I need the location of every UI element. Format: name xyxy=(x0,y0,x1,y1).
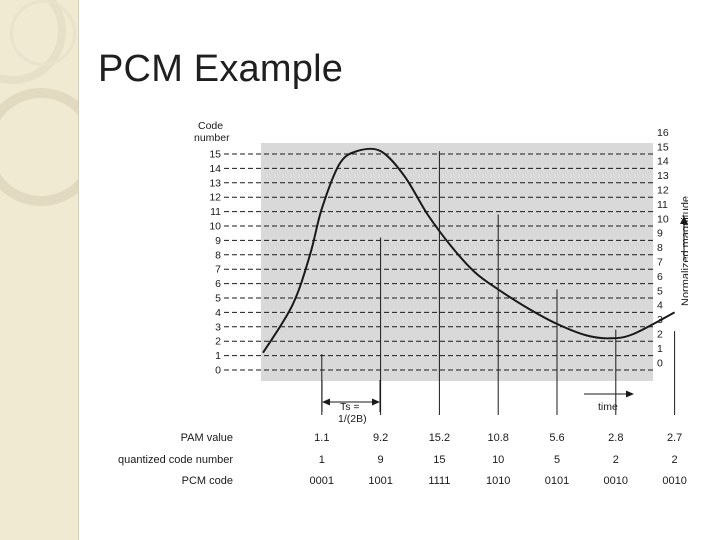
quantized-code-cell: 1 xyxy=(319,454,325,466)
pcm-code-cell: 0001 xyxy=(310,475,334,487)
right-tick-label: 1 xyxy=(657,343,663,355)
right-tick-label: 11 xyxy=(657,199,668,211)
right-tick-label: 16 xyxy=(657,127,669,139)
left-tick-label: 1 xyxy=(215,350,221,362)
left-tick-label: 9 xyxy=(215,235,221,247)
sample-table: PAM value quantized code number PCM code… xyxy=(118,432,687,487)
left-tick-label: 3 xyxy=(215,321,221,333)
right-tick-label: 2 xyxy=(657,329,663,341)
left-tick-label: 13 xyxy=(209,177,221,189)
pam-value-cell: 5.6 xyxy=(549,432,564,444)
pcm-code-cell: 1111 xyxy=(428,475,450,487)
pam-value-cell: 15.2 xyxy=(429,432,450,444)
row-label-pam-value: PAM value xyxy=(181,432,233,444)
time-arrowhead xyxy=(626,390,634,398)
right-tick-label: 0 xyxy=(657,357,663,369)
ts-arrowhead-left xyxy=(322,398,330,406)
decorative-arc xyxy=(10,0,76,66)
left-tick-label: 4 xyxy=(215,307,221,319)
pam-value-cell: 2.7 xyxy=(667,432,682,444)
ts-interval-marker: Ts = 1/(2B) xyxy=(321,380,381,425)
right-tick-label: 6 xyxy=(657,271,663,283)
ts-label: Ts = xyxy=(340,401,360,413)
sample-lines xyxy=(321,151,676,415)
ts-arrowhead-right xyxy=(372,398,380,406)
pcm-code-cell: 0010 xyxy=(662,475,686,487)
pam-value-cell: 1.1 xyxy=(314,432,329,444)
pam-value-cell: 9.2 xyxy=(373,432,388,444)
table-values: 1.1100019.29100115.215111110.81010105.65… xyxy=(310,432,687,487)
right-axis-arrowhead xyxy=(680,216,688,224)
quantized-code-cell: 9 xyxy=(378,454,384,466)
quantized-code-cell: 5 xyxy=(554,454,560,466)
left-tick-label: 0 xyxy=(215,365,221,377)
pcm-code-cell: 1010 xyxy=(486,475,510,487)
pam-value-cell: 2.8 xyxy=(608,432,623,444)
quantized-code-cell: 10 xyxy=(492,454,504,466)
plot-background-group xyxy=(261,143,653,381)
quantized-code-cell: 2 xyxy=(613,454,619,466)
right-tick-label: 13 xyxy=(657,170,669,182)
time-label: time xyxy=(598,401,618,413)
right-tick-label: 5 xyxy=(657,285,663,297)
quantized-code-cell: 2 xyxy=(672,454,678,466)
right-tick-label: 7 xyxy=(657,257,663,269)
decorative-ring xyxy=(0,88,78,206)
left-axis-title-line2: number xyxy=(194,132,230,144)
left-tick-label: 14 xyxy=(209,163,221,175)
left-tick-label: 10 xyxy=(209,221,221,233)
left-tick-label: 6 xyxy=(215,278,221,290)
ts-formula: 1/(2B) xyxy=(338,413,367,425)
pam-value-cell: 10.8 xyxy=(487,432,508,444)
time-marker: time xyxy=(584,390,634,413)
right-tick-label: 9 xyxy=(657,228,663,240)
decorative-side-panel xyxy=(0,0,79,540)
left-tick-label: 11 xyxy=(210,206,221,218)
right-tick-label: 14 xyxy=(657,156,669,168)
right-tick-label: 4 xyxy=(657,300,663,312)
left-tick-label: 5 xyxy=(215,293,221,305)
left-tick-label: 8 xyxy=(215,249,221,261)
pcm-code-cell: 0101 xyxy=(545,475,569,487)
left-tick-label: 12 xyxy=(209,192,221,204)
left-tick-label: 7 xyxy=(215,264,221,276)
left-tick-label: 2 xyxy=(215,336,221,348)
right-tick-label: 12 xyxy=(657,185,669,197)
left-axis-title-line1: Code xyxy=(198,120,223,132)
right-tick-label: 8 xyxy=(657,242,663,254)
row-label-pcm-code: PCM code xyxy=(182,475,233,487)
quantized-code-cell: 15 xyxy=(433,454,445,466)
right-tick-label: 15 xyxy=(657,141,669,153)
signal-curve xyxy=(262,147,676,354)
plot-background xyxy=(261,143,653,381)
left-tick-label: 15 xyxy=(209,149,221,161)
right-tick-label: 10 xyxy=(657,213,669,225)
slide-title: PCM Example xyxy=(98,48,344,90)
pcm-code-cell: 1001 xyxy=(368,475,392,487)
row-label-quantized-code: quantized code number xyxy=(118,454,233,466)
pcm-code-cell: 0010 xyxy=(604,475,628,487)
